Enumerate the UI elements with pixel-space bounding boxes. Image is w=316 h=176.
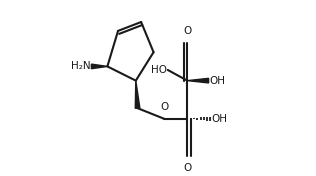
- Text: O: O: [183, 26, 191, 36]
- Text: O: O: [160, 102, 168, 112]
- Text: HO: HO: [151, 65, 167, 75]
- Polygon shape: [135, 81, 140, 108]
- Text: O: O: [183, 163, 191, 173]
- Text: OH: OH: [210, 76, 226, 86]
- Text: H₂N: H₂N: [71, 61, 91, 71]
- Polygon shape: [187, 78, 209, 83]
- Polygon shape: [91, 64, 107, 69]
- Text: OH: OH: [211, 114, 227, 124]
